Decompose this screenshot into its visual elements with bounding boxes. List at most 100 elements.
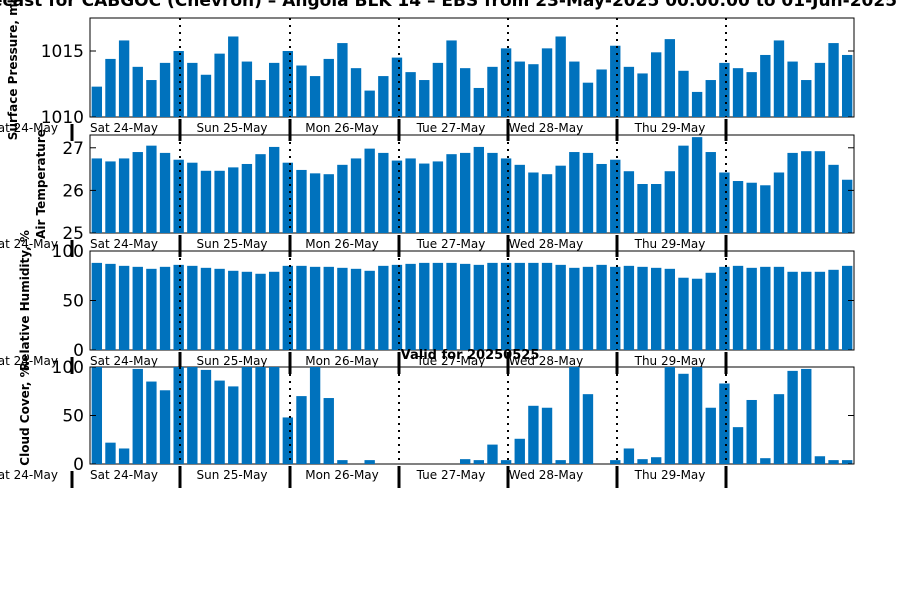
bar: [787, 271, 798, 350]
x-day-label: Wed 28-May: [509, 468, 583, 482]
bar: [146, 381, 157, 464]
bar: [282, 417, 294, 464]
bar: [841, 54, 853, 117]
bar: [841, 460, 853, 464]
x-day-label-clipped: Sat 24-May: [0, 237, 58, 251]
x-day-label: Mon 26-May: [305, 237, 379, 251]
y-tick-label: 100: [52, 358, 84, 378]
y-axis-label: Relative Humidity, %: [18, 230, 32, 371]
bar: [337, 164, 348, 233]
bar: [282, 265, 294, 350]
bar: [132, 368, 143, 464]
x-day-label: Thu 29-May: [634, 354, 706, 368]
chart-panel-4: 0 50 100 Cloud Cover, % Sat 24-May Sat 24-May…: [0, 358, 855, 488]
x-day-label: Sat 24-May: [90, 468, 158, 482]
bar: [596, 163, 607, 233]
bar: [487, 444, 498, 464]
bar: [541, 407, 553, 464]
bar: [746, 72, 757, 117]
x-day-label: Wed 28-May: [509, 354, 583, 368]
bar: [528, 405, 539, 464]
y-axis-label: Air Temperature: [34, 129, 48, 239]
bar: [255, 367, 266, 464]
bar: [637, 73, 648, 117]
bar: [773, 40, 785, 117]
plot-frame: [89, 17, 855, 118]
bar: [187, 162, 198, 233]
bar: [309, 367, 321, 464]
x-day-label: Tue 27-May: [416, 237, 486, 251]
x-day-label: Thu 29-May: [634, 468, 706, 482]
bar: [514, 61, 525, 117]
bar: [555, 165, 566, 233]
bar: [528, 64, 539, 117]
bar: [241, 367, 253, 464]
bar: [432, 62, 444, 117]
bar: [746, 399, 757, 464]
bar: [664, 268, 676, 350]
bar: [787, 61, 798, 117]
bar: [378, 152, 389, 233]
bar: [323, 266, 334, 350]
bar: [200, 74, 212, 117]
bar: [214, 53, 225, 117]
bar: [814, 151, 826, 233]
bar: [282, 51, 294, 117]
bar: [296, 169, 307, 233]
bar: [159, 152, 171, 233]
bar: [691, 367, 703, 464]
bar: [337, 460, 348, 464]
y-axis-label: Cloud Cover, %: [18, 365, 32, 465]
bar: [555, 264, 566, 350]
bar: [350, 158, 362, 233]
bar: [637, 459, 648, 464]
x-day-label: Tue 27-May: [416, 468, 486, 482]
x-day-label: Sat 24-May: [90, 354, 158, 368]
bar: [500, 158, 512, 233]
bar: [705, 152, 716, 233]
bar: [241, 271, 253, 350]
bar: [268, 367, 280, 464]
bar: [828, 43, 839, 117]
bar: [118, 40, 130, 117]
x-day-label: Tue 27-May: [416, 354, 486, 368]
x-day-label: Thu 29-May: [634, 121, 706, 135]
valid-for-label: Valid for 20250525: [401, 348, 540, 363]
bar: [760, 54, 771, 117]
bar: [378, 265, 389, 350]
bar: [719, 62, 730, 117]
bar: [500, 48, 512, 117]
bar: [159, 390, 171, 464]
bar: [159, 62, 171, 117]
bar: [391, 264, 403, 350]
bar: [705, 272, 716, 350]
bar: [255, 273, 266, 350]
bar: [773, 394, 785, 464]
bar: [459, 68, 471, 117]
bar: [746, 182, 757, 233]
x-day-label: Sun 25-May: [196, 468, 267, 482]
bar: [419, 80, 430, 117]
bar: [91, 158, 103, 233]
bar: [610, 266, 621, 350]
bar: [528, 172, 539, 233]
bar: [623, 448, 635, 464]
bar: [828, 164, 839, 233]
bar: [678, 145, 689, 233]
bar: [732, 181, 744, 233]
bar: [841, 265, 853, 350]
bar: [268, 271, 280, 350]
bar: [773, 172, 785, 233]
bar: [255, 154, 266, 233]
bar: [214, 380, 225, 464]
bar: [200, 369, 212, 464]
bar: [596, 69, 607, 117]
bar: [309, 76, 321, 117]
bar: [814, 271, 826, 350]
bar: [760, 458, 771, 464]
bar: [623, 66, 635, 117]
bar: [719, 172, 730, 233]
bar: [459, 263, 471, 350]
